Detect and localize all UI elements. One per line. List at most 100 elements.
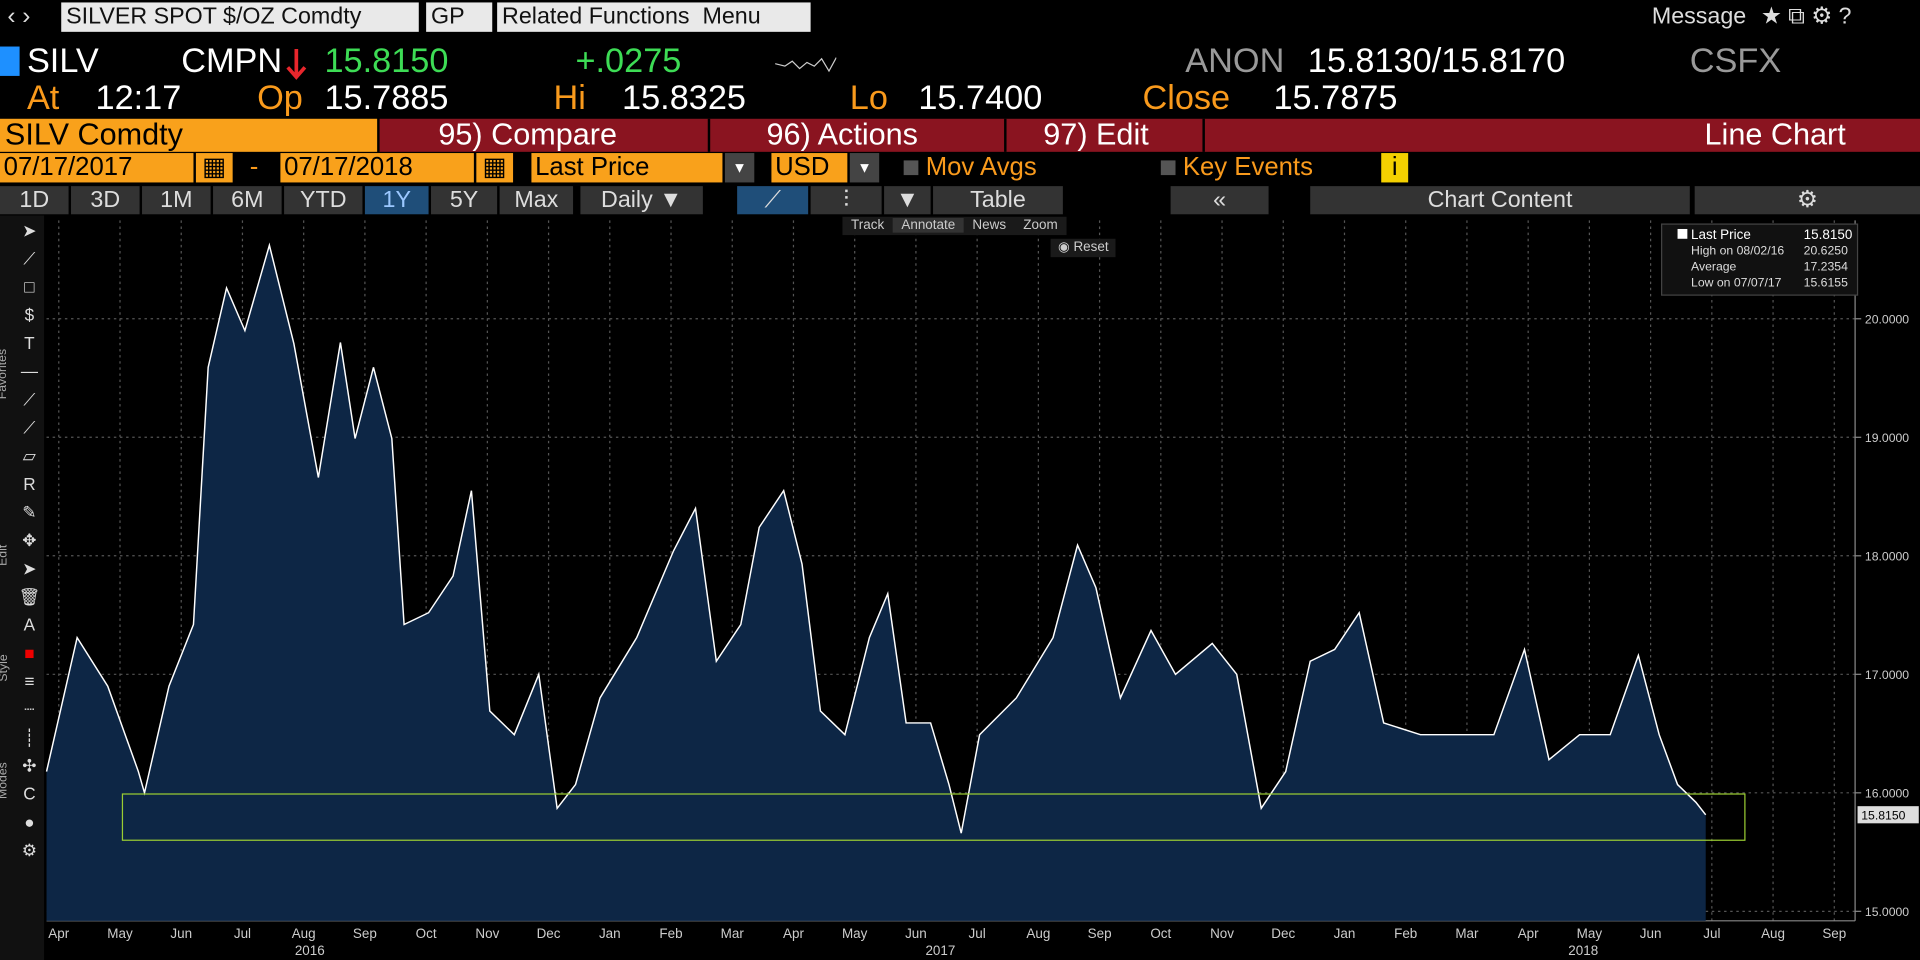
table-button[interactable]: Table	[933, 186, 1063, 215]
legend: Last Price 15.8150 High on 08/02/16 20.6250…	[1661, 223, 1859, 296]
start-date[interactable]: 07/17/2017	[0, 153, 194, 183]
x-tick-label: Feb	[659, 926, 682, 941]
related-menu[interactable]: Related Functions Menu	[497, 2, 811, 32]
key-events[interactable]: Key Events	[1182, 153, 1313, 182]
period-button[interactable]: 6M	[213, 186, 282, 215]
source: CMPN	[181, 41, 283, 80]
tool-icon[interactable]: ●	[24, 811, 35, 832]
tool-icon[interactable]: ➤	[22, 558, 37, 578]
x-tick-label: May	[107, 926, 133, 941]
checkbox[interactable]	[903, 160, 919, 176]
x-tick-label: Aug	[1026, 926, 1050, 941]
dealer: CSFX	[1689, 41, 1782, 80]
tool-icon[interactable]: ⟋	[23, 389, 36, 409]
x-tick-label: Nov	[475, 926, 499, 941]
x-tick-label: Jul	[234, 926, 251, 941]
period-button[interactable]: 5Y	[431, 186, 498, 215]
last-price-label: 15.8150	[1861, 809, 1905, 823]
tool-icon[interactable]: ⚙	[21, 840, 38, 860]
year-label: 2016	[295, 943, 325, 958]
security-field[interactable]: SILVER SPOT $/OZ Comdty	[61, 2, 419, 32]
function-field[interactable]: GP	[426, 2, 493, 32]
menu-divider	[1202, 118, 1205, 152]
period-button[interactable]: 1D	[0, 186, 69, 215]
tool-icon[interactable]: 🗑	[18, 586, 41, 607]
actions-menu[interactable]: 96) Actions	[766, 117, 918, 152]
year-label: 2018	[1568, 943, 1598, 958]
tool-icon[interactable]: T	[24, 333, 35, 353]
tool-icon[interactable]: ≡	[24, 671, 35, 691]
nav-arrows[interactable]: ‹ ›	[7, 2, 31, 30]
legend-value: 20.6250	[1804, 244, 1848, 258]
legend-label: Last Price	[1691, 227, 1751, 242]
tool-icon[interactable]: $	[24, 304, 35, 325]
line-icon[interactable]: ⟋	[737, 186, 809, 215]
x-tick-label: May	[842, 926, 868, 941]
side-toolbar	[0, 215, 45, 960]
security-tab-label[interactable]: SILV Comdty	[4, 117, 183, 152]
period-button[interactable]: 3D	[71, 186, 140, 215]
x-tick-label: Nov	[1210, 926, 1234, 941]
period-button[interactable]: 1Y	[364, 186, 429, 215]
security-marker	[0, 46, 20, 76]
x-tick-label: Jun	[1640, 926, 1662, 941]
period-button[interactable]: Max	[499, 186, 574, 215]
style-dropdown[interactable]: ▼	[884, 186, 931, 215]
calendar-icon[interactable]: ▦	[476, 153, 514, 183]
chart-tool[interactable]: Zoom	[1023, 217, 1058, 233]
legend-value: 15.8150	[1804, 227, 1853, 242]
tool-icon[interactable]: R	[23, 473, 36, 494]
currency-select[interactable]: USD	[771, 153, 848, 183]
tool-icon[interactable]: A	[23, 614, 36, 635]
tool-icon[interactable]: ┊	[24, 727, 35, 747]
chart: 15.0000 16.0000 17.0000 18.0000 19.0000 20.00…	[45, 220, 1919, 958]
bid-ask: 15.8130/15.8170	[1307, 41, 1566, 80]
line	[45, 242, 1707, 834]
dropdown-arrow[interactable]: ▼	[849, 153, 880, 183]
edit-menu[interactable]: 97) Edit	[1043, 117, 1149, 152]
tool-icon[interactable]: ▱	[22, 445, 36, 466]
end-date[interactable]: 07/17/2018	[280, 153, 474, 183]
tool-icon[interactable]: ⟋	[23, 248, 36, 269]
compare-menu[interactable]: 95) Compare	[438, 117, 618, 152]
tool-icon[interactable]: C	[23, 783, 36, 804]
y-tick-label: 19.0000	[1865, 431, 1909, 445]
mov-avgs[interactable]: Mov Avgs	[925, 153, 1037, 182]
x-tick-label: Feb	[1394, 926, 1417, 941]
frequency-select[interactable]: Daily ▼	[580, 186, 703, 215]
x-tick-label: Mar	[721, 926, 745, 941]
chart-tool[interactable]: News	[972, 217, 1007, 233]
tool-icon[interactable]: —	[20, 361, 38, 381]
chart-type[interactable]: Line Chart	[1704, 117, 1846, 152]
message-button[interactable]: Message	[1651, 3, 1747, 30]
tool-icon[interactable]: ✥	[22, 530, 37, 550]
low-label: Lo	[849, 78, 888, 117]
period-button[interactable]: 1M	[142, 186, 211, 215]
checkbox[interactable]	[1160, 160, 1176, 176]
x-tick-label: Sep	[1088, 926, 1112, 941]
down-arrow	[286, 48, 307, 80]
settings-button[interactable]: ⚙	[1694, 186, 1920, 215]
chart-content-button[interactable]: Chart Content	[1310, 186, 1690, 215]
menu-divider	[1004, 118, 1007, 152]
info-icon[interactable]: i	[1381, 153, 1409, 183]
tool-icon[interactable]: □	[24, 276, 35, 297]
period-button[interactable]: YTD	[284, 186, 363, 215]
chart-tools: Track Annotate News Zoom	[842, 216, 1067, 236]
anon: ANON	[1185, 41, 1285, 80]
toolbar-icons[interactable]: ★ ⧉ ⚙ ?	[1760, 3, 1852, 30]
tool-icon[interactable]: ⟋	[23, 417, 36, 438]
collapse-button[interactable]: «	[1170, 186, 1269, 215]
calendar-icon[interactable]: ▦	[195, 153, 233, 183]
dropdown-arrow[interactable]: ▼	[724, 153, 755, 183]
field-select[interactable]: Last Price	[531, 153, 723, 183]
tool-icon[interactable]: ➤	[22, 220, 37, 241]
chart-tool[interactable]: Annotate	[892, 217, 964, 233]
tool-icon[interactable]: ■	[24, 642, 35, 663]
tool-icon[interactable]: ┈	[24, 699, 35, 719]
chart-tool[interactable]: Track	[851, 217, 885, 233]
tool-icon[interactable]: ✎	[22, 502, 37, 522]
tool-icon[interactable]: ✣	[22, 755, 37, 776]
bar-icon[interactable]: ⫶	[810, 186, 882, 215]
reset-button[interactable]: ◉ Reset	[1050, 238, 1117, 258]
